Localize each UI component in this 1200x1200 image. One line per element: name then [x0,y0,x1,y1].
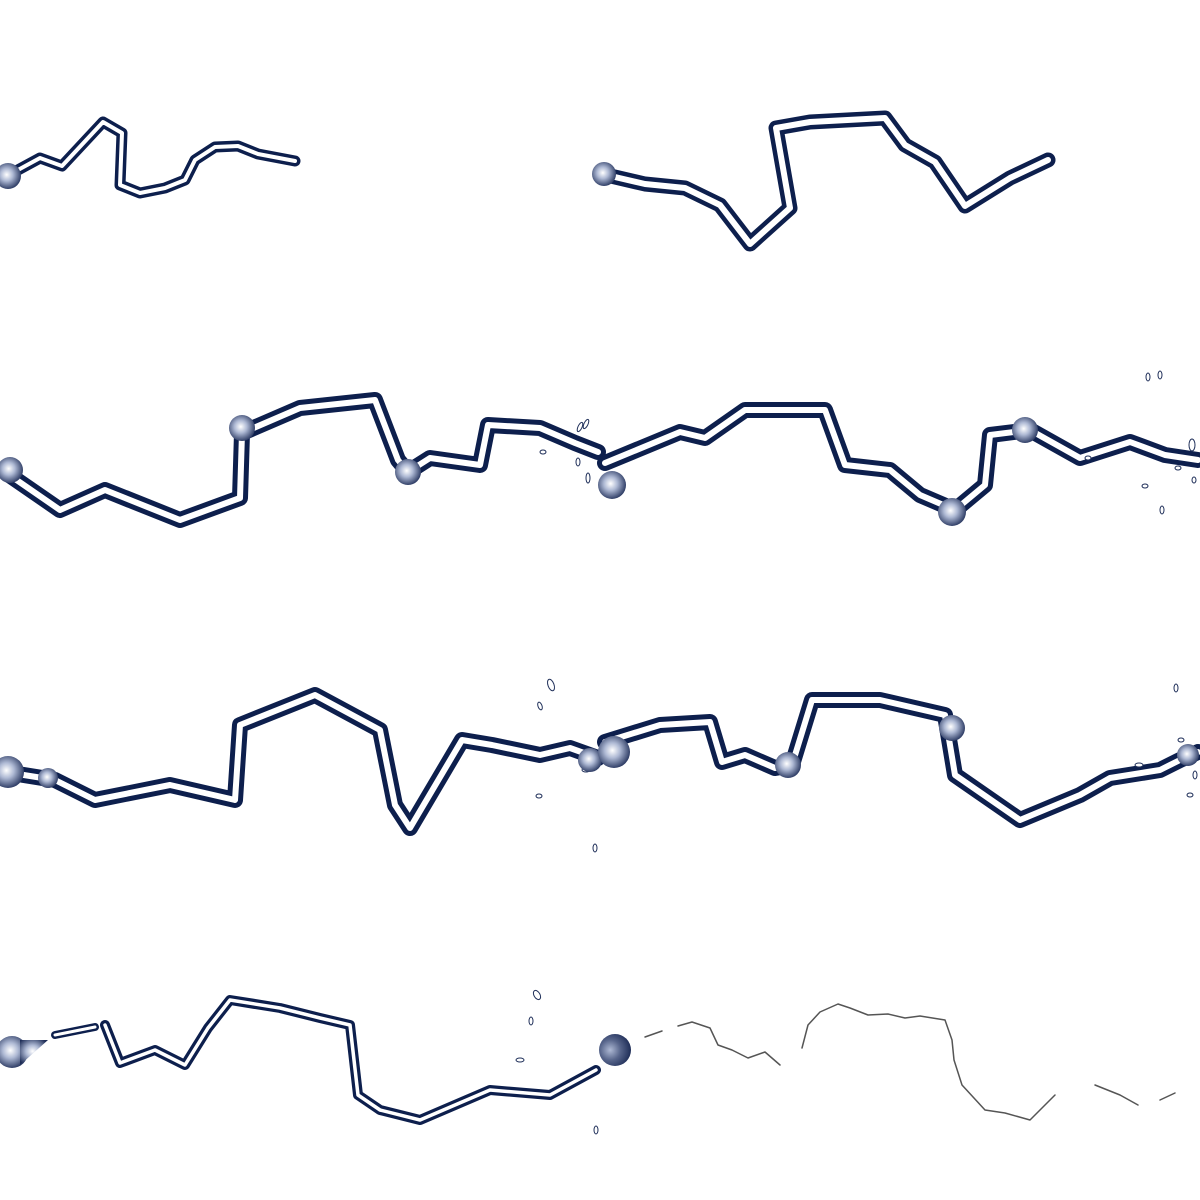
lightning-bolt [0,687,606,836]
lightning-bolt [594,110,1056,252]
bolt-frame-7 [0,900,601,1200]
glow-orb [598,471,626,499]
lightning-bolt [597,692,1200,828]
bolt-frame-1-canvas [0,116,301,199]
glow-orb [598,736,630,768]
glow-orb [1012,417,1038,443]
bolt-frame-8-canvas [599,1003,1176,1121]
glow-orb [38,768,58,788]
glow-orb [938,498,966,526]
glow-orb [1177,744,1199,766]
spark-particles [539,418,591,484]
lightning-bolt [0,116,301,199]
bolt-frame-4 [597,300,1200,600]
bolt-frame-3 [0,300,606,600]
glow-orb [592,162,616,186]
glow-orb [0,457,23,483]
bolt-frame-4-canvas [597,370,1200,526]
glow-orb [0,756,24,788]
lightning-bolt [51,995,601,1125]
bolt-frame-1 [0,0,600,300]
bolt-frame-8 [599,900,1200,1200]
bolt-frame-2 [592,0,1200,300]
glow-orb [578,748,602,772]
bolt-frame-2-canvas [592,110,1056,252]
glow-orb [0,163,21,189]
bolt-frame-6-canvas [597,683,1200,828]
bolt-frame-6 [597,600,1200,900]
spark-particles [1084,370,1197,515]
bolt-frame-7-canvas [0,989,601,1135]
spark-particles [1134,683,1198,798]
glow-orb [395,459,421,485]
glow-orb-tail [20,1040,48,1065]
faded-lightning-bolt [644,1003,1176,1121]
spark-particles [515,989,599,1135]
glow-orb [775,752,801,778]
glow-orb [939,715,965,741]
glow-orb [229,415,255,441]
glow-orb [599,1034,631,1066]
lightning-bolt [597,402,1200,518]
bolt-frame-5 [0,600,606,900]
lightning-bolt [0,392,606,528]
bolt-frame-3-canvas [0,392,606,528]
bolt-frame-5-canvas [0,678,606,853]
